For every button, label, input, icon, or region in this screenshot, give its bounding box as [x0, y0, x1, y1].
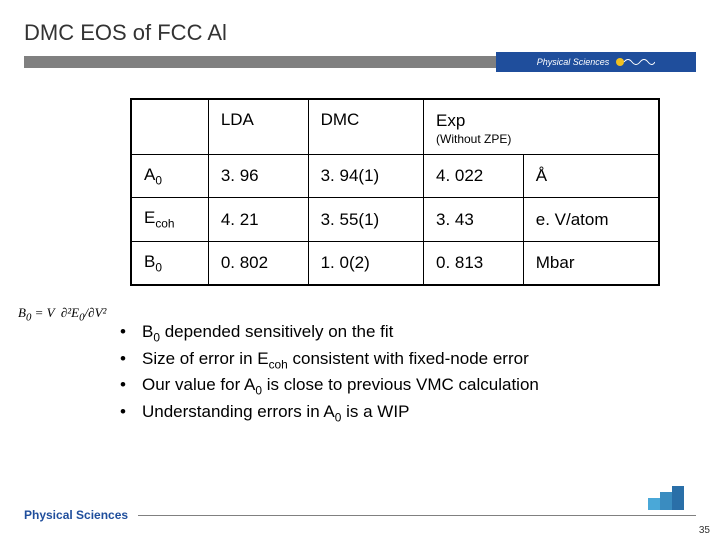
col-dmc: DMC — [308, 99, 423, 132]
cell-exp: 4. 022 — [424, 155, 524, 198]
list-item: B0 depended sensitively on the fit — [120, 320, 680, 347]
data-table-wrap: LDA DMC Exp (Without ZPE) A0 3. 96 3. 94… — [130, 98, 660, 286]
cell-dmc: 1. 0(2) — [308, 241, 423, 285]
cell-unit: Å — [523, 155, 659, 198]
table-note: (Without ZPE) — [424, 132, 660, 155]
cell-lda: 4. 21 — [208, 198, 308, 241]
footer-label: Physical Sciences — [24, 508, 128, 522]
list-item: Size of error in Ecoh consistent with fi… — [120, 347, 680, 374]
cell-exp: 3. 43 — [424, 198, 524, 241]
data-table: LDA DMC Exp (Without ZPE) A0 3. 96 3. 94… — [130, 98, 660, 286]
table-header-row: LDA DMC Exp — [131, 99, 659, 132]
table-row: B0 0. 802 1. 0(2) 0. 813 Mbar — [131, 241, 659, 285]
cell-lda: 3. 96 — [208, 155, 308, 198]
title-bar-blue: Physical Sciences — [496, 52, 696, 72]
cell-dmc: 3. 55(1) — [308, 198, 423, 241]
slide-title: DMC EOS of FCC Al — [24, 20, 696, 46]
cell-unit: Mbar — [523, 241, 659, 285]
footer-logo-icon — [648, 480, 684, 510]
col-lda: LDA — [208, 99, 308, 132]
row-label: A0 — [131, 155, 208, 198]
title-bar-gray — [24, 56, 496, 68]
col-exp: Exp — [424, 99, 660, 132]
cell-exp: 0. 813 — [424, 241, 524, 285]
table-row: A0 3. 96 3. 94(1) 4. 022 Å — [131, 155, 659, 198]
table-note-row: (Without ZPE) — [131, 132, 659, 155]
title-divider: Physical Sciences — [24, 52, 696, 72]
footer: Physical Sciences — [24, 508, 696, 522]
list-item: Understanding errors in A0 is a WIP — [120, 400, 680, 427]
cell-lda: 0. 802 — [208, 241, 308, 285]
list-item: Our value for A0 is close to previous VM… — [120, 373, 680, 400]
cell-dmc: 3. 94(1) — [308, 155, 423, 198]
col-blank — [131, 99, 208, 132]
row-label: B0 — [131, 241, 208, 285]
footer-divider — [138, 515, 696, 516]
cell-unit: e. V/atom — [523, 198, 659, 241]
bullet-list: B0 depended sensitively on the fit Size … — [120, 320, 680, 427]
row-label: Ecoh — [131, 198, 208, 241]
page-number: 35 — [699, 525, 710, 536]
formula: B0 = V ∂²E0/∂V² — [18, 305, 106, 324]
wave-icon — [615, 56, 655, 68]
header-badge-text: Physical Sciences — [537, 57, 610, 67]
table-row: Ecoh 4. 21 3. 55(1) 3. 43 e. V/atom — [131, 198, 659, 241]
